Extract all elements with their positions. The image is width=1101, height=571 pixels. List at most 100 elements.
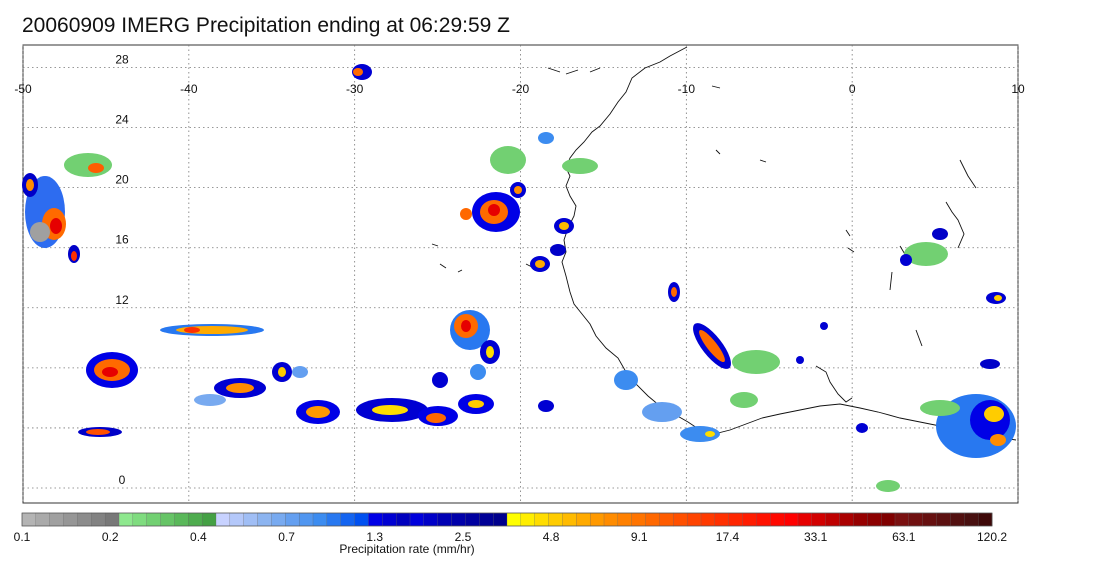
precip-cell xyxy=(876,480,900,492)
precip-cell xyxy=(514,186,522,194)
colorbar-swatch xyxy=(368,512,383,527)
colorbar-swatch xyxy=(977,512,993,527)
colorbar-swatch xyxy=(506,512,522,527)
colorbar-swatch xyxy=(188,512,203,527)
colorbar-swatch xyxy=(576,512,591,527)
colorbar-swatch xyxy=(894,512,910,527)
precip-cell xyxy=(486,346,494,358)
colorbar-swatch xyxy=(479,512,494,527)
lat-tick-label: 28 xyxy=(115,53,129,67)
coastline xyxy=(431,46,1017,441)
gridlines xyxy=(22,45,1019,503)
colorbar-swatch xyxy=(395,512,411,527)
colorbar-tick-label: 63.1 xyxy=(892,530,916,544)
precip-cell xyxy=(535,260,545,268)
colorbar-label: Precipitation rate (mm/hr) xyxy=(339,542,474,556)
colorbar-swatch xyxy=(839,512,854,527)
precip-cell xyxy=(538,400,554,412)
colorbar-swatch xyxy=(728,512,744,527)
precip-cell xyxy=(353,68,363,76)
precip-cell xyxy=(932,228,948,240)
lat-tick-label: 20 xyxy=(115,173,129,187)
colorbar-tick-label: 0.1 xyxy=(14,530,31,544)
colorbar-swatch xyxy=(201,512,217,527)
colorbar-swatch xyxy=(950,512,965,527)
precip-cell xyxy=(920,400,960,416)
colorbar-tick-label: 120.2 xyxy=(977,530,1007,544)
precip-cell xyxy=(730,392,758,408)
east-coast-fragments xyxy=(889,159,977,347)
precip-cell xyxy=(705,431,715,437)
precip-cell xyxy=(86,429,110,435)
precip-cell xyxy=(470,364,486,380)
colorbar-tick-label: 0.4 xyxy=(190,530,207,544)
precip-cell xyxy=(184,327,200,333)
colorbar-swatch xyxy=(77,512,92,527)
colorbar-swatch xyxy=(423,512,439,527)
precip-cell xyxy=(461,320,471,332)
colorbar-swatch xyxy=(49,512,65,527)
colorbar-swatch xyxy=(271,512,286,527)
colorbar-swatch xyxy=(21,512,37,527)
colorbar-swatch xyxy=(756,512,771,527)
precip-cell xyxy=(562,158,598,174)
precip-cell xyxy=(468,400,484,408)
precip-cell xyxy=(292,366,308,378)
colorbar-swatch xyxy=(312,512,328,527)
lon-tick-label: -40 xyxy=(180,82,198,96)
colorbar-swatch xyxy=(104,512,120,527)
colorbar-swatch xyxy=(797,512,813,527)
colorbar-swatch xyxy=(534,512,550,527)
colorbar-swatch xyxy=(645,512,660,527)
precip-cell xyxy=(426,413,446,423)
colorbar-swatch xyxy=(35,512,51,527)
precip-cell xyxy=(226,383,254,393)
colorbar-swatch xyxy=(354,512,369,527)
colorbar-tick-label: 9.1 xyxy=(631,530,648,544)
colorbar-swatch xyxy=(229,512,245,527)
colorbar-tick-label: 17.4 xyxy=(716,530,740,544)
colorbar-swatch xyxy=(492,512,508,527)
colorbar-tick-label: 33.1 xyxy=(804,530,828,544)
precipitation-field xyxy=(22,64,1016,492)
precip-cell xyxy=(26,179,34,191)
colorbar-swatch xyxy=(118,512,134,527)
colorbar-swatch xyxy=(520,512,536,527)
precip-cell xyxy=(372,405,408,415)
africa-west-coastline xyxy=(561,46,1017,441)
precip-cell xyxy=(796,356,804,364)
precip-cell xyxy=(88,163,104,173)
precip-cell xyxy=(856,423,868,433)
axis-tick-labels: -50 -40 -30 -20 -10 0 10 28 24 20 16 12 0 xyxy=(14,53,1025,487)
islands-small xyxy=(431,149,855,273)
colorbar-swatch xyxy=(964,512,979,527)
precip-cell xyxy=(550,244,566,256)
precip-cell xyxy=(538,132,554,144)
islands-north xyxy=(547,67,767,163)
map-title: 20060909 IMERG Precipitation ending at 0… xyxy=(22,14,510,37)
precip-cell xyxy=(680,426,720,442)
colorbar-swatch xyxy=(880,512,896,527)
gulf-coast-detail xyxy=(815,365,853,403)
colorbar-swatch xyxy=(700,512,716,527)
colorbar-swatch xyxy=(686,512,702,527)
colorbar-swatch xyxy=(174,512,189,527)
colorbar-tick-label: 1.3 xyxy=(366,530,383,544)
colorbar-swatch xyxy=(562,512,577,527)
colorbar-swatch xyxy=(548,512,563,527)
colorbar-tick-label: 4.8 xyxy=(543,530,560,544)
colorbar-swatch xyxy=(215,512,231,527)
lon-tick-label: -20 xyxy=(512,82,530,96)
colorbar-swatch xyxy=(326,512,342,527)
precip-cell xyxy=(71,251,77,261)
colorbar-swatch xyxy=(132,512,148,527)
precip-cell xyxy=(994,295,1002,301)
precip-cell xyxy=(984,406,1004,422)
colorbar-swatch xyxy=(146,512,162,527)
colorbar-swatch xyxy=(603,512,619,527)
colorbar-swatch xyxy=(936,512,951,527)
precip-cell xyxy=(488,204,500,216)
colorbar-swatch xyxy=(617,512,633,527)
precip-cell xyxy=(820,322,828,330)
